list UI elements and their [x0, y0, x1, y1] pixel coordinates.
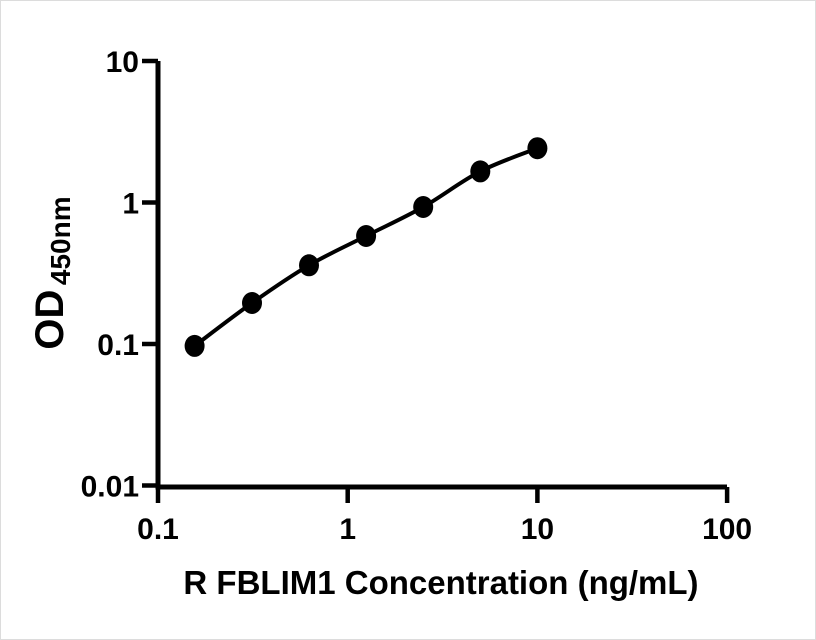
axis-lines	[155, 61, 727, 490]
x-axis-tick-label: 1	[339, 513, 356, 546]
y-axis-tick-label: 10	[106, 46, 139, 79]
data-point	[242, 292, 262, 314]
data-point	[470, 160, 491, 183]
y-axis-title-subscript: 450nm	[45, 196, 76, 285]
data-point	[527, 137, 548, 160]
x-axis-tick-label: 100	[702, 513, 752, 546]
y-axis-title-main: OD	[28, 290, 72, 350]
y-axis-tick-label: 1	[122, 188, 139, 221]
x-axis-title: R FBLIM1 Concentration (ng/mL)	[183, 564, 698, 601]
y-axis-tick-label: 0.01	[81, 471, 139, 504]
axis-ticks-group: 0.1 1 10 100 10 1 0.1 0.01	[81, 46, 753, 546]
data-points-group	[184, 137, 548, 357]
data-point	[356, 225, 377, 247]
y-axis-tick-label: 0.1	[97, 329, 139, 362]
x-axis-tick-label: 0.1	[137, 513, 179, 546]
data-point	[184, 334, 205, 357]
data-point	[299, 254, 319, 277]
y-axis-title: OD 450nm	[28, 196, 76, 349]
x-axis-tick-label: 10	[521, 513, 554, 546]
data-point	[413, 196, 434, 218]
